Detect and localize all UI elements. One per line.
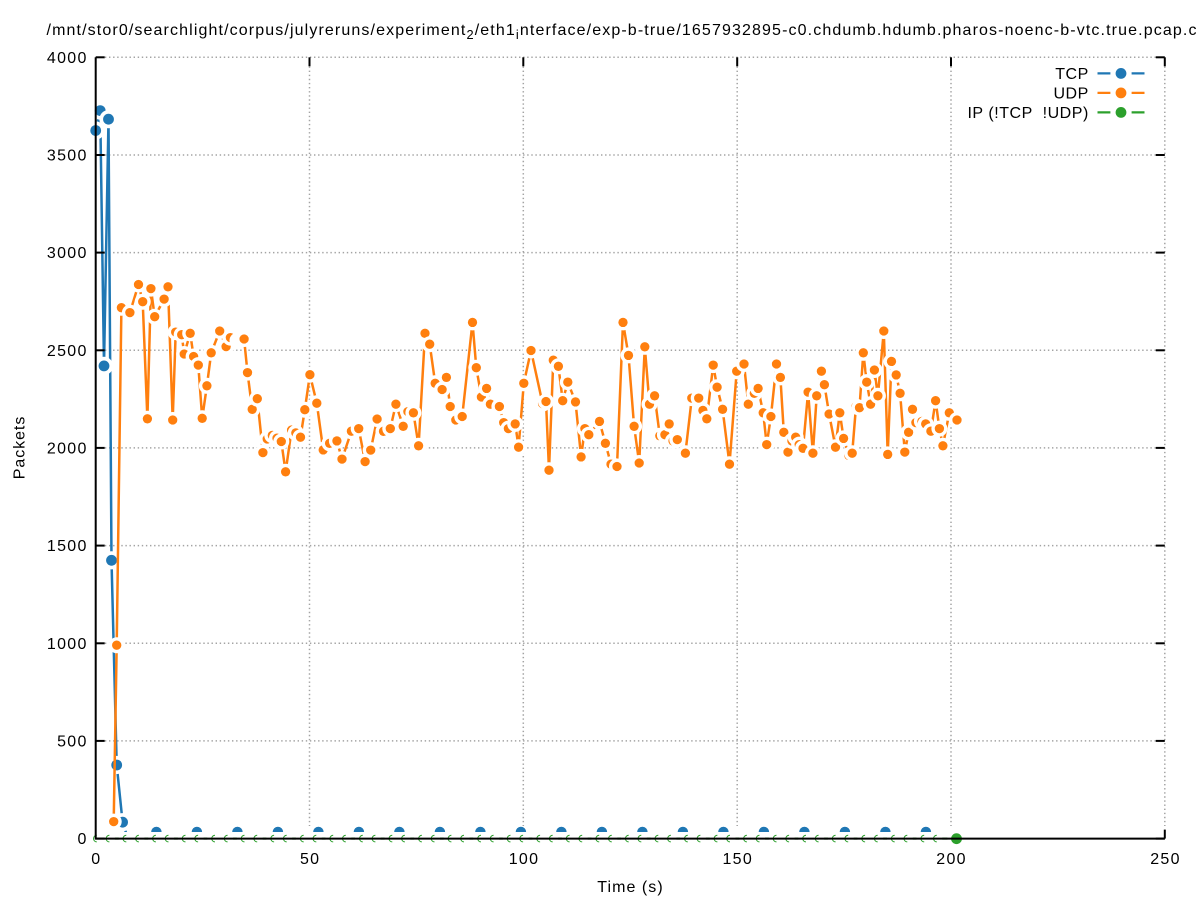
svg-text:TCP: TCP [1055,66,1089,83]
svg-text:Packets: Packets [11,416,28,480]
svg-text:500: 500 [57,734,88,751]
svg-text:/mnt/stor0/searchlight/corpus/: /mnt/stor0/searchlight/corpus/julyreruns… [47,22,1197,42]
svg-text:3000: 3000 [47,245,88,262]
svg-text:0: 0 [77,831,87,848]
svg-text:50: 50 [300,851,320,868]
svg-text:0: 0 [91,851,101,868]
svg-text:200: 200 [936,851,967,868]
svg-text:UDP: UDP [1053,85,1088,102]
svg-text:2000: 2000 [47,441,88,458]
svg-text:IP (!TCP !UDP): IP (!TCP !UDP) [967,105,1088,122]
svg-text:Time (s): Time (s) [597,879,663,896]
svg-text:3500: 3500 [47,148,88,165]
svg-text:2500: 2500 [47,343,88,360]
svg-text:150: 150 [722,851,753,868]
svg-text:1000: 1000 [47,636,88,653]
svg-text:1500: 1500 [47,538,88,555]
svg-text:100: 100 [509,851,540,868]
svg-text:250: 250 [1150,851,1181,868]
svg-text:4000: 4000 [47,50,88,67]
